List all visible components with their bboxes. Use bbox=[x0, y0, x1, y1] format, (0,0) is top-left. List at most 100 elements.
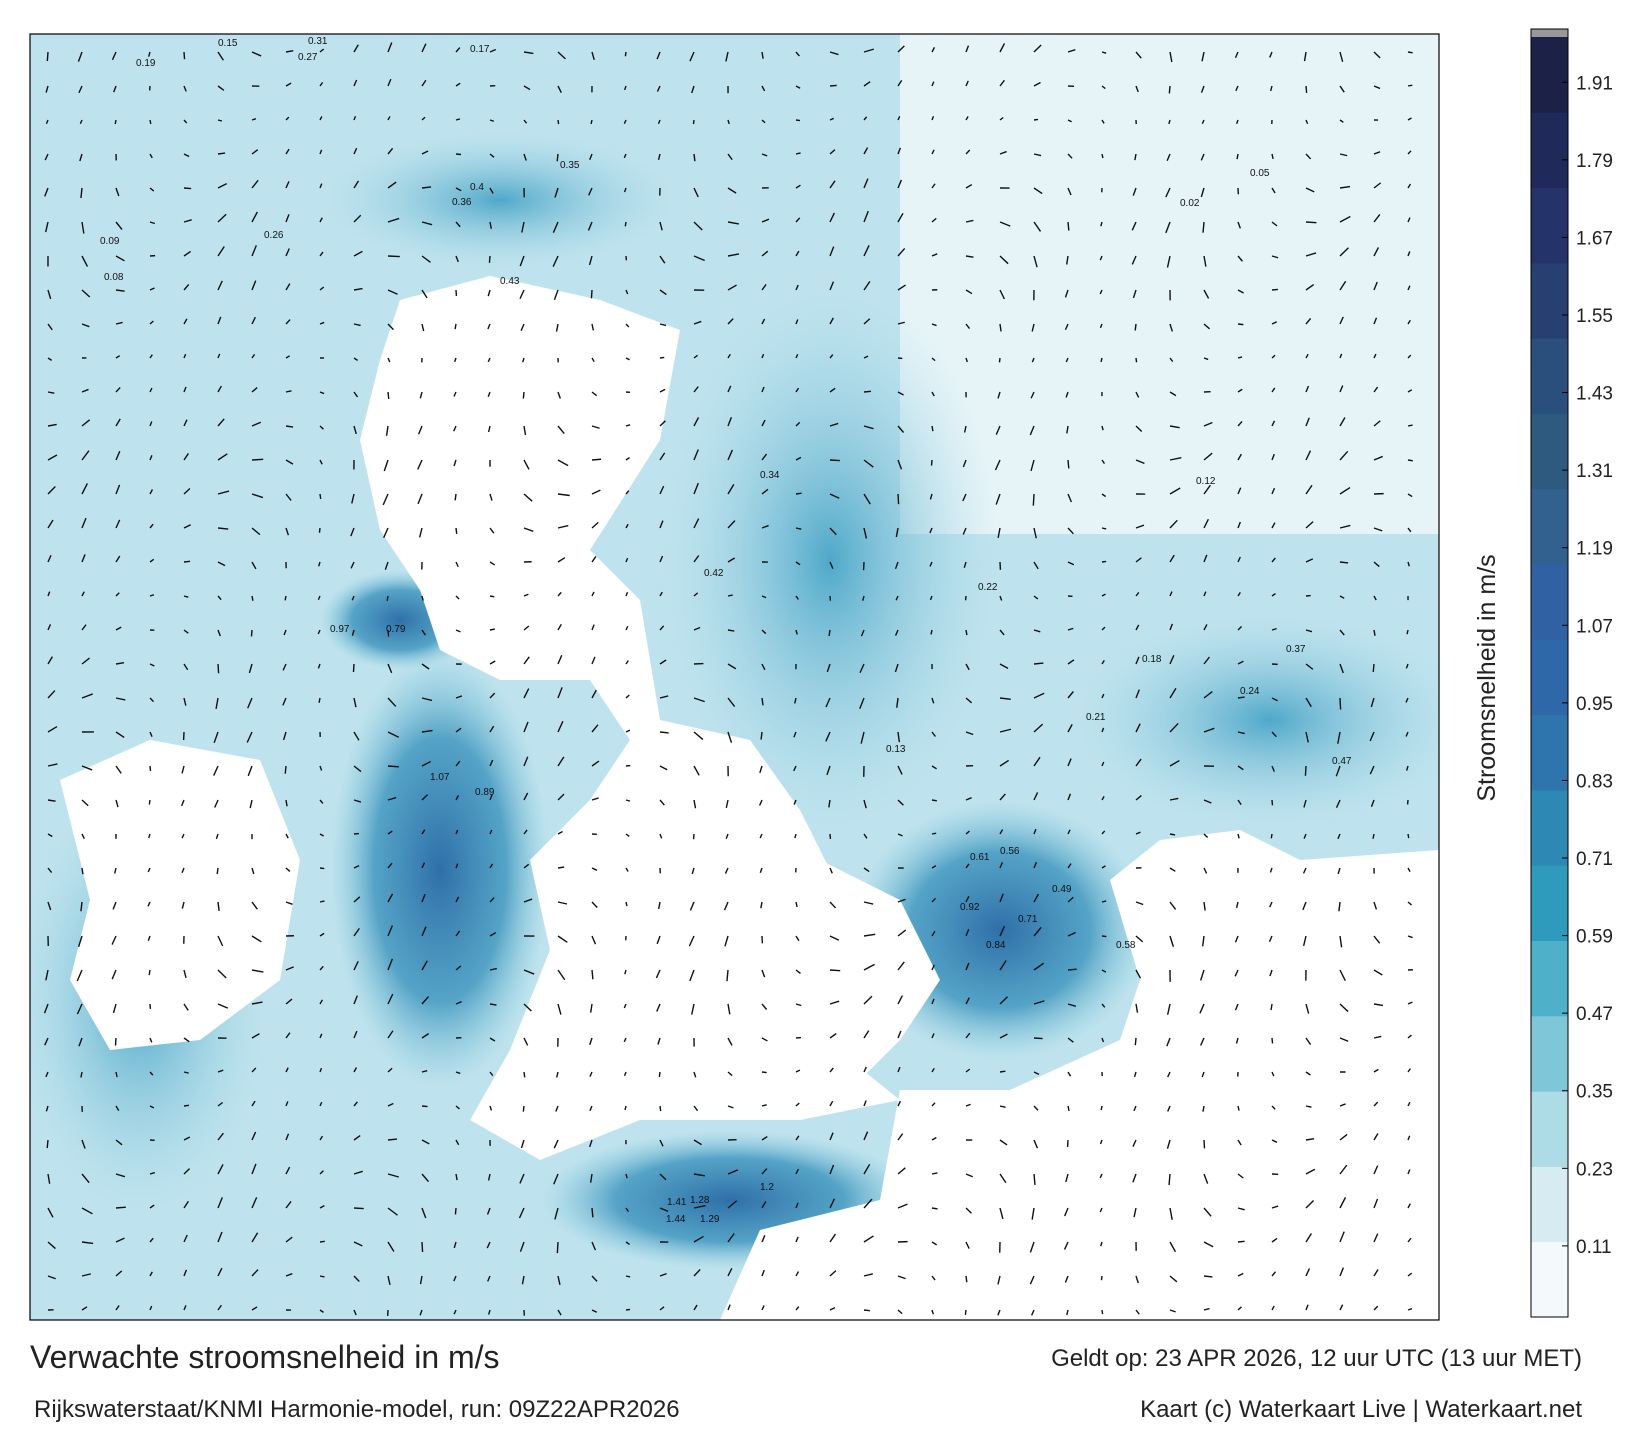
arrow bbox=[285, 766, 286, 774]
arrow bbox=[422, 1242, 423, 1252]
arrow bbox=[625, 52, 626, 56]
colorbar-tick-label: 1.91 bbox=[1576, 73, 1613, 94]
speed-label: 0.47 bbox=[1332, 756, 1352, 767]
speed-label: 0.84 bbox=[986, 940, 1006, 951]
colorbar-band bbox=[1531, 564, 1568, 640]
speed-label: 0.17 bbox=[470, 44, 490, 55]
colorbar-band bbox=[1531, 37, 1568, 113]
arrow bbox=[1034, 119, 1038, 120]
speed-label: 1.41 bbox=[667, 1197, 687, 1208]
speed-label: 0.42 bbox=[704, 568, 724, 579]
arrow bbox=[830, 970, 840, 971]
colorbar-band bbox=[1531, 639, 1568, 715]
speed-label: 0.24 bbox=[1240, 686, 1260, 697]
arrow bbox=[728, 595, 733, 596]
speed-label: 0.56 bbox=[1000, 846, 1020, 857]
arrow bbox=[557, 154, 558, 161]
speed-label: 0.21 bbox=[1086, 712, 1106, 723]
arrow bbox=[1068, 460, 1069, 468]
arrow bbox=[1340, 562, 1348, 563]
arrow bbox=[1102, 561, 1106, 562]
arrow bbox=[557, 1242, 558, 1253]
arrow bbox=[1305, 766, 1306, 776]
arrow bbox=[796, 493, 802, 494]
arrow bbox=[660, 732, 669, 733]
speed-label: 0.09 bbox=[100, 236, 120, 247]
speed-label: 1.29 bbox=[700, 1214, 720, 1225]
colorbar-band bbox=[1531, 112, 1568, 188]
arrow bbox=[1340, 698, 1341, 709]
arrow bbox=[1000, 1071, 1005, 1072]
arrow bbox=[1272, 1038, 1273, 1043]
arrow bbox=[320, 868, 324, 869]
arrow bbox=[659, 1072, 660, 1077]
arrow bbox=[184, 52, 185, 59]
arrow bbox=[523, 392, 524, 399]
arrow bbox=[931, 630, 932, 634]
title: Verwachte stroomsnelheid in m/s bbox=[30, 1339, 500, 1375]
colorbar-tick-label: 1.79 bbox=[1576, 151, 1613, 172]
arrow bbox=[966, 630, 967, 635]
arrow bbox=[1102, 936, 1106, 937]
arrow bbox=[1204, 1276, 1212, 1277]
arrow bbox=[388, 1139, 397, 1140]
arrow bbox=[864, 391, 871, 392]
arrow bbox=[149, 800, 150, 805]
speed-label: 0.19 bbox=[136, 58, 156, 69]
arrow bbox=[558, 867, 564, 868]
arrow bbox=[762, 1072, 767, 1073]
arrow bbox=[1203, 1106, 1204, 1112]
channel bbox=[330, 650, 550, 1090]
arrow bbox=[490, 596, 494, 597]
arrow bbox=[455, 1208, 456, 1214]
arrow bbox=[1238, 357, 1242, 358]
arrow bbox=[1306, 222, 1316, 223]
colorbar-band bbox=[1531, 865, 1568, 941]
arrow bbox=[1101, 1106, 1102, 1110]
arrow bbox=[388, 392, 389, 399]
arrow bbox=[1271, 1004, 1272, 1010]
arrow bbox=[218, 664, 219, 673]
arrow bbox=[82, 868, 83, 874]
colorbar-band bbox=[1531, 941, 1568, 1017]
arrow bbox=[932, 800, 937, 801]
arrow bbox=[625, 222, 626, 226]
arrow bbox=[116, 1207, 126, 1208]
colorbar-tick-label: 1.31 bbox=[1576, 461, 1613, 482]
arrow bbox=[965, 1310, 966, 1315]
arrow bbox=[625, 1106, 626, 1110]
colorbar-tick-label: 0.11 bbox=[1576, 1237, 1612, 1258]
arrow bbox=[455, 324, 456, 329]
speed-label: 1.44 bbox=[666, 1214, 686, 1225]
arrow bbox=[1203, 222, 1204, 233]
arrow bbox=[422, 1106, 428, 1107]
arrow bbox=[490, 629, 495, 630]
arrow bbox=[1408, 834, 1409, 838]
subtitle: Rijkswaterstaat/KNMI Harmonie-model, run… bbox=[34, 1396, 680, 1423]
arrow bbox=[829, 630, 830, 636]
arrow bbox=[1204, 1140, 1205, 1148]
colorbar-tick-label: 0.59 bbox=[1576, 927, 1613, 948]
credit: Kaart (c) Waterkaart Live | Waterkaart.n… bbox=[1140, 1396, 1582, 1423]
arrow bbox=[591, 120, 592, 124]
speed-label: 0.58 bbox=[1116, 940, 1136, 951]
speed-label: 0.37 bbox=[1286, 644, 1306, 655]
arrow bbox=[184, 1105, 189, 1106]
arrow bbox=[218, 120, 222, 121]
arrow bbox=[285, 596, 286, 600]
arrow bbox=[1306, 86, 1307, 93]
arrow bbox=[1068, 222, 1069, 231]
arrow bbox=[1102, 1310, 1103, 1314]
speed-label: 1.2 bbox=[760, 1182, 774, 1193]
speed-label: 0.34 bbox=[760, 470, 780, 481]
speed-label: 0.31 bbox=[308, 36, 328, 47]
arrow bbox=[626, 1309, 630, 1310]
arrow bbox=[456, 528, 457, 534]
speed-label: 0.15 bbox=[218, 38, 238, 49]
arrow bbox=[1238, 1241, 1245, 1242]
arrow bbox=[1373, 664, 1374, 672]
arrow bbox=[1408, 85, 1412, 86]
arrow bbox=[1068, 969, 1077, 970]
colorbar-tick-label: 0.35 bbox=[1576, 1082, 1613, 1103]
